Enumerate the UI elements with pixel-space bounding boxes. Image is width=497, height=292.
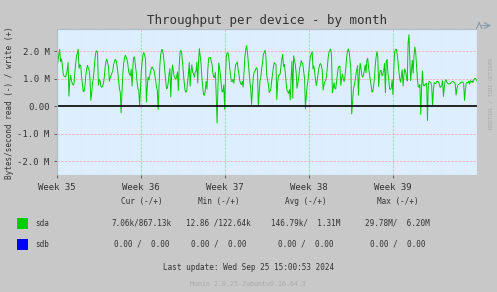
Text: Min (-/+): Min (-/+) bbox=[198, 197, 240, 206]
Text: 0.00 /  0.00: 0.00 / 0.00 bbox=[278, 240, 333, 249]
Text: 0.00 /  0.00: 0.00 / 0.00 bbox=[191, 240, 247, 249]
Text: Cur (-/+): Cur (-/+) bbox=[121, 197, 163, 206]
Text: Last update: Wed Sep 25 15:00:53 2024: Last update: Wed Sep 25 15:00:53 2024 bbox=[163, 263, 334, 272]
Text: 12.86 /122.64k: 12.86 /122.64k bbox=[186, 219, 251, 228]
Text: 7.06k/867.13k: 7.06k/867.13k bbox=[112, 219, 171, 228]
Text: Max (-/+): Max (-/+) bbox=[377, 197, 418, 206]
Text: 29.78M/  6.20M: 29.78M/ 6.20M bbox=[365, 219, 430, 228]
Text: Avg (-/+): Avg (-/+) bbox=[285, 197, 327, 206]
Bar bbox=[17, 218, 28, 229]
Y-axis label: Bytes/second read (-) / write (+): Bytes/second read (-) / write (+) bbox=[5, 26, 14, 178]
Text: 146.79k/  1.31M: 146.79k/ 1.31M bbox=[271, 219, 340, 228]
Text: 0.00 /  0.00: 0.00 / 0.00 bbox=[370, 240, 425, 249]
Text: RRDTOOL / TOBI OETIKER: RRDTOOL / TOBI OETIKER bbox=[489, 58, 494, 129]
Title: Throughput per device - by month: Throughput per device - by month bbox=[147, 14, 387, 27]
Text: sdb: sdb bbox=[35, 240, 49, 249]
Text: 0.00 /  0.00: 0.00 / 0.00 bbox=[114, 240, 169, 249]
Bar bbox=[17, 239, 28, 250]
Text: sda: sda bbox=[35, 219, 49, 228]
Text: Munin 2.0.25-2ubuntu0.16.04.3: Munin 2.0.25-2ubuntu0.16.04.3 bbox=[190, 281, 307, 287]
